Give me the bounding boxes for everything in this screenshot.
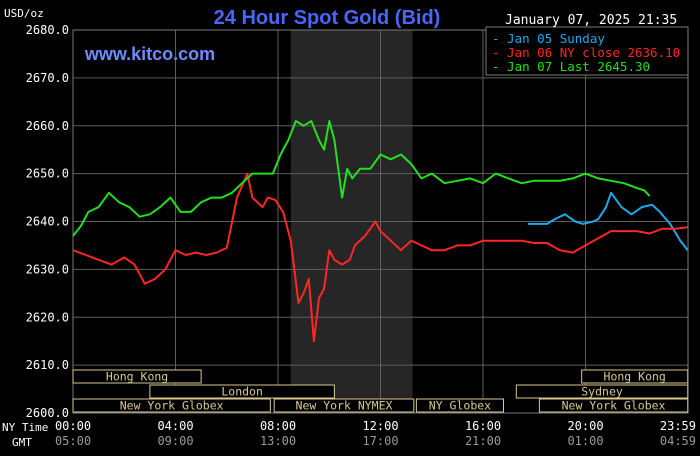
x-tick-ny: 08:00 bbox=[260, 419, 296, 433]
watermark: www.kitco.com bbox=[84, 44, 215, 64]
x-tick-gmt: 13:00 bbox=[260, 434, 296, 448]
session-box bbox=[273, 398, 415, 413]
session-bar: NY Globex bbox=[415, 398, 504, 413]
chart-title: 24 Hour Spot Gold (Bid) bbox=[214, 7, 441, 29]
session-box bbox=[72, 369, 202, 384]
x-tick-gmt: 04:59 bbox=[660, 434, 696, 448]
y-tick-label: 2660.0 bbox=[26, 119, 69, 133]
session-label: New York Globex bbox=[562, 399, 666, 413]
x-tick-gmt: 17:00 bbox=[362, 434, 398, 448]
session-label: Hong Kong bbox=[604, 370, 666, 384]
x-tick-ny: 12:00 bbox=[362, 419, 398, 433]
legend: - Jan 05 Sunday- Jan 06 NY close 2636.10… bbox=[492, 31, 680, 74]
session-box bbox=[515, 384, 689, 399]
session-label: London bbox=[221, 385, 263, 399]
session-label: New York NYMEX bbox=[296, 399, 393, 413]
session-bar: Hong Kong bbox=[72, 369, 202, 384]
y-tick-label: 2630.0 bbox=[26, 262, 69, 276]
x-tick-gmt: 01:00 bbox=[567, 434, 603, 448]
session-bar: London bbox=[149, 384, 335, 399]
y-tick-label: 2650.0 bbox=[26, 167, 69, 181]
session-bar: New York Globex bbox=[72, 398, 271, 413]
session-box bbox=[581, 369, 689, 384]
legend-entry: - Jan 06 NY close 2636.10 bbox=[492, 45, 680, 60]
session-bar: New York Globex bbox=[538, 398, 689, 413]
session-box bbox=[538, 398, 689, 413]
x-tick-ny: 23:59 bbox=[660, 419, 696, 433]
session-label: Sydney bbox=[581, 385, 623, 399]
legend-entry: - Jan 07 Last 2645.30 bbox=[492, 59, 650, 74]
session-box bbox=[72, 398, 271, 413]
x-axis-ticks: 00:00 04:00 08:00 12:00 16:00 20:00 23:59 05:00… bbox=[55, 419, 696, 448]
session-box bbox=[415, 398, 504, 413]
timestamp: January 07, 2025 21:35 bbox=[505, 13, 677, 28]
legend-box bbox=[485, 26, 689, 76]
x-tick-gmt: 09:00 bbox=[157, 434, 193, 448]
session-label: NY Globex bbox=[429, 399, 491, 413]
y-tick-label: 2640.0 bbox=[26, 215, 69, 229]
plot-border bbox=[72, 29, 689, 414]
session-label: New York Globex bbox=[120, 399, 224, 413]
series-lines bbox=[72, 120, 689, 343]
session-box bbox=[149, 384, 335, 399]
series-line-2 bbox=[72, 172, 688, 343]
ny-time-label: NY Time bbox=[2, 421, 48, 434]
y-tick-label: 2670.0 bbox=[26, 71, 69, 85]
x-tick-ny: 20:00 bbox=[567, 419, 603, 433]
unit-label: USD/oz bbox=[4, 7, 44, 20]
y-axis-ticks: 2680.0 2670.0 2660.0 2650.0 2640.0 2630.0 2620… bbox=[26, 23, 69, 420]
session-bar: Hong Kong bbox=[581, 369, 689, 384]
y-tick-label: 2680.0 bbox=[26, 23, 69, 37]
x-tick-gmt: 05:00 bbox=[55, 434, 91, 448]
series-line-3 bbox=[72, 120, 651, 237]
session-bar: New York NYMEX bbox=[273, 398, 415, 413]
y-tick-label: 2600.0 bbox=[26, 406, 69, 420]
series-line-1 bbox=[527, 191, 689, 251]
y-tick-label: 2620.0 bbox=[26, 310, 69, 324]
session-bar: Sydney bbox=[515, 384, 689, 399]
gmt-label: GMT bbox=[12, 436, 32, 449]
session-label: Hong Kong bbox=[106, 370, 168, 384]
x-tick-gmt: 21:00 bbox=[465, 434, 501, 448]
x-tick-ny: 16:00 bbox=[465, 419, 501, 433]
x-tick-ny: 00:00 bbox=[55, 419, 91, 433]
legend-entry: - Jan 05 Sunday bbox=[492, 31, 605, 46]
x-tick-ny: 04:00 bbox=[157, 419, 193, 433]
y-tick-label: 2610.0 bbox=[26, 358, 69, 372]
